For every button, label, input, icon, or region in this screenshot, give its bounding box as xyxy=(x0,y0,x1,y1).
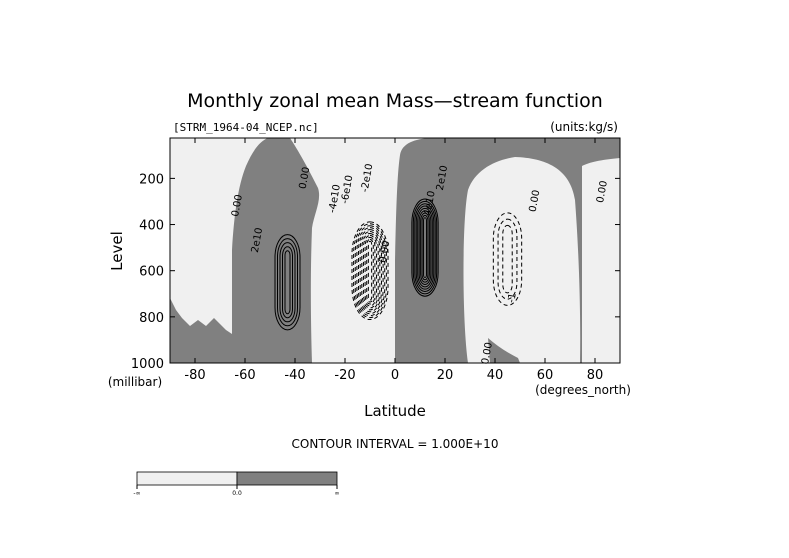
y-tick-label: 800 xyxy=(139,311,164,326)
x-tick-label: 60 xyxy=(537,368,554,383)
file-label: [STRM_1964-04_NCEP.nc] xyxy=(173,121,319,134)
y-unit-label: (millibar) xyxy=(108,375,162,389)
southern-hadley-cell-contour xyxy=(358,229,382,313)
northern-ferrel-cell-contour xyxy=(502,224,513,294)
x-tick-label: 0 xyxy=(391,368,399,383)
x-unit-label: (degrees_north) xyxy=(535,383,631,397)
positive-region-northern-surface xyxy=(488,338,520,363)
colorbar: -∞ 0.0 ∞ xyxy=(133,471,340,497)
southern-ferrel-cell-contour xyxy=(282,246,293,319)
contour-label: 2e10 xyxy=(250,227,265,254)
southern-hadley-cell-contour xyxy=(351,221,389,321)
northern-hadley-cell-contour xyxy=(411,198,439,297)
colorbar-negative xyxy=(136,471,238,486)
colorbar-right-label: ∞ xyxy=(335,490,340,497)
southern-ferrel-cell-contour xyxy=(284,250,291,315)
northern-hadley-cell-contour xyxy=(423,217,427,278)
contour-label: -6e10 xyxy=(340,174,356,204)
y-tick-label: 1000 xyxy=(131,357,164,372)
contour-label: 0.00 xyxy=(298,166,313,190)
positive-region-northern-hadley xyxy=(395,138,620,363)
contour-lines xyxy=(274,198,523,331)
positive-region-south-pole-surface xyxy=(170,298,232,363)
southern-ferrel-cell-contour xyxy=(274,234,301,331)
northern-ferrel-cell-contour xyxy=(492,212,523,306)
contour-label: 0.00 xyxy=(595,180,610,204)
contour-label: -4e10 xyxy=(327,184,343,214)
colorbar-center-label: 0.0 xyxy=(232,490,242,497)
southern-ferrel-cell-contour xyxy=(277,238,298,327)
units-label: (units:kg/s) xyxy=(550,120,618,134)
southern-hadley-cell-contour xyxy=(359,231,381,311)
x-tick-label: -20 xyxy=(334,368,355,383)
northern-hadley-cell-contour xyxy=(414,203,436,293)
contour-label: -2e10 xyxy=(360,163,376,193)
northern-hadley-cell-contour xyxy=(421,214,429,281)
southern-hadley-cell-contour xyxy=(361,232,379,309)
southern-hadley-cell-contour xyxy=(356,227,384,315)
contour-interval-label: CONTOUR INTERVAL = 1.000E+10 xyxy=(292,437,499,451)
x-axis-label: Latitude xyxy=(364,402,426,420)
northern-hadley-cell-contour xyxy=(415,205,435,290)
northern-hadley-cell-contour xyxy=(412,200,438,295)
southern-hadley-cell-contour xyxy=(354,225,386,317)
southern-hadley-cell-contour xyxy=(362,234,378,307)
southern-hadley-cell-contour xyxy=(366,238,374,303)
x-axis: -80 -60 -40 -20 0 20 40 60 80 xyxy=(184,138,603,383)
colorbar-positive xyxy=(236,471,338,486)
plot-area xyxy=(170,138,620,363)
southern-hadley-cell-contour xyxy=(353,223,387,319)
x-tick-label: -80 xyxy=(184,368,205,383)
y-axis-label: Level xyxy=(108,231,126,271)
contour-label: -1 xyxy=(506,292,519,304)
contour-label: 0.00 xyxy=(230,194,245,218)
x-tick-label: 20 xyxy=(437,368,454,383)
northern-hadley-cell-contour xyxy=(420,212,430,283)
y-axis: 200 400 600 800 1000 xyxy=(131,172,620,372)
contour-label: 0.00 xyxy=(480,341,495,365)
contour-label: 0.00 xyxy=(378,240,393,264)
northern-ferrel-cell-contour xyxy=(497,218,518,300)
y-tick-label: 200 xyxy=(139,172,164,187)
southern-hadley-cell-contour xyxy=(364,236,376,305)
contour-label: 0.00 xyxy=(528,189,543,213)
southern-ferrel-cell-contour xyxy=(279,242,296,323)
contour-label: 4e10 xyxy=(422,190,437,217)
southern-hadley-cell-contour xyxy=(367,240,373,301)
y-tick-label: 600 xyxy=(139,265,164,280)
northern-hadley-cell-contour xyxy=(418,210,432,285)
x-tick-label: -60 xyxy=(234,368,255,383)
x-tick-label: 40 xyxy=(487,368,504,383)
y-tick-label: 400 xyxy=(139,219,164,234)
colorbar-left-label: -∞ xyxy=(133,490,140,497)
northern-hadley-cell-contour xyxy=(417,207,433,288)
x-tick-label: -40 xyxy=(284,368,305,383)
contour-label: 2e10 xyxy=(435,165,450,192)
chart-title: Monthly zonal mean Mass—stream function xyxy=(187,90,603,112)
x-tick-label: 80 xyxy=(587,368,604,383)
